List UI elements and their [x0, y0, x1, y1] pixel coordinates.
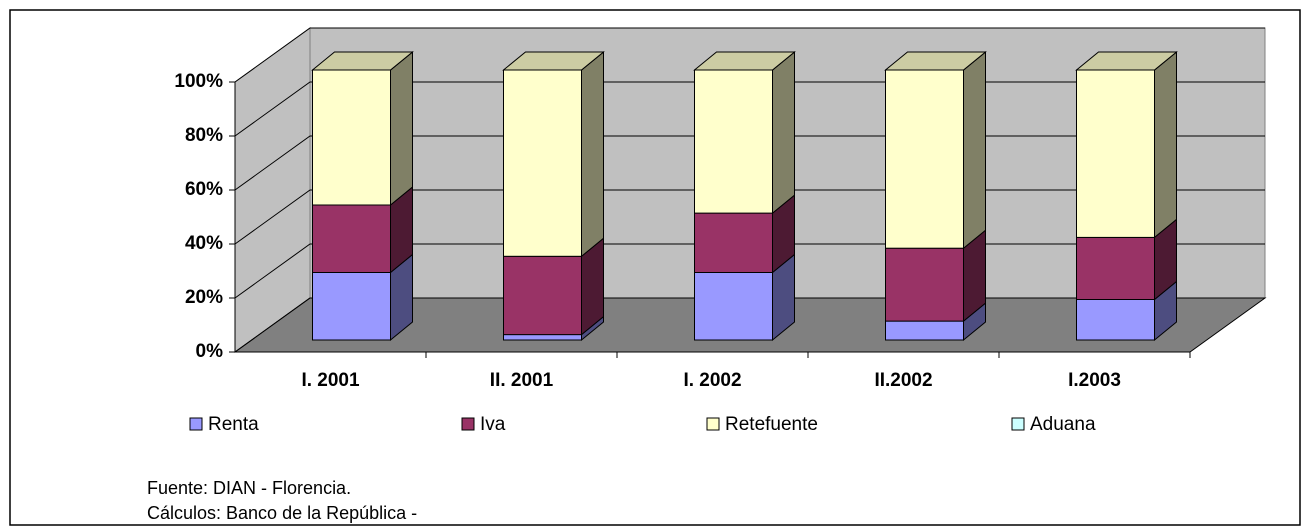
legend-swatch [1011, 417, 1025, 431]
x-tick-label: II.2002 [874, 370, 932, 391]
bar-front [503, 334, 582, 341]
y-tick-label: 0% [196, 341, 224, 362]
bar-segment [503, 50, 604, 258]
source-note: Fuente: DIAN - Florencia. [147, 478, 351, 498]
y-tick-label: 40% [185, 233, 223, 254]
bar-segment [503, 237, 604, 336]
x-tick-label: I. 2001 [301, 370, 360, 391]
x-tick-label: I.2003 [1068, 370, 1121, 391]
bar-segment [885, 229, 986, 323]
bar-segment [1076, 280, 1177, 342]
bar-top [311, 51, 414, 71]
y-tick-label: 60% [185, 179, 223, 200]
bar-segment [1076, 50, 1177, 239]
bar-front [503, 69, 582, 257]
grid-line [234, 27, 1265, 83]
legend-label: Aduana [1030, 414, 1096, 435]
bar-front [503, 255, 582, 336]
bar-top [1075, 51, 1178, 71]
bar-side [772, 50, 795, 215]
bar-front [312, 272, 391, 341]
y-tick-label: 20% [185, 287, 223, 308]
bar-side [390, 50, 413, 207]
bar-front [1076, 236, 1155, 300]
legend-swatch [706, 417, 720, 431]
bar-front [312, 204, 391, 273]
x-tick-label: I. 2002 [683, 370, 741, 391]
plot-area: 0% 20% 40% 60% 80% 100% I. 2001 II. 2001 I. 2002… [174, 27, 1267, 391]
bar-front [694, 69, 773, 214]
bar-segment [885, 50, 986, 250]
legend-swatch [189, 417, 203, 431]
bar-segment [694, 253, 795, 342]
x-tick-label: II. 2001 [490, 370, 554, 391]
bar-front [1076, 299, 1155, 341]
bar-segment [694, 50, 795, 215]
bar-top [884, 51, 987, 71]
bar-segment [885, 302, 986, 342]
bar-front [694, 212, 773, 274]
bar-front [694, 272, 773, 341]
bar-front [885, 247, 964, 322]
bar-side [963, 50, 986, 250]
y-tick-label: 80% [185, 125, 223, 146]
legend-swatch [461, 417, 475, 431]
bar-front [885, 69, 964, 249]
bar-segment [312, 185, 413, 274]
source-note: Cálculos: Banco de la República - [147, 503, 417, 523]
bar-top [502, 51, 605, 71]
legend-label: Renta [208, 414, 259, 435]
bar-segment [312, 50, 413, 207]
bar-segment [1076, 218, 1177, 301]
bar-side [581, 50, 604, 258]
bar-segment [694, 194, 795, 274]
bar-side [1154, 50, 1177, 239]
legend-label: Iva [480, 414, 506, 435]
bar-front [312, 69, 391, 206]
bar-front [885, 320, 964, 341]
bar-top [693, 51, 796, 71]
legend-label: Retefuente [725, 414, 818, 435]
side-wall [234, 27, 311, 353]
bar-front [1076, 69, 1155, 238]
y-tick-label: 100% [174, 71, 223, 92]
bar-segment [312, 253, 413, 342]
